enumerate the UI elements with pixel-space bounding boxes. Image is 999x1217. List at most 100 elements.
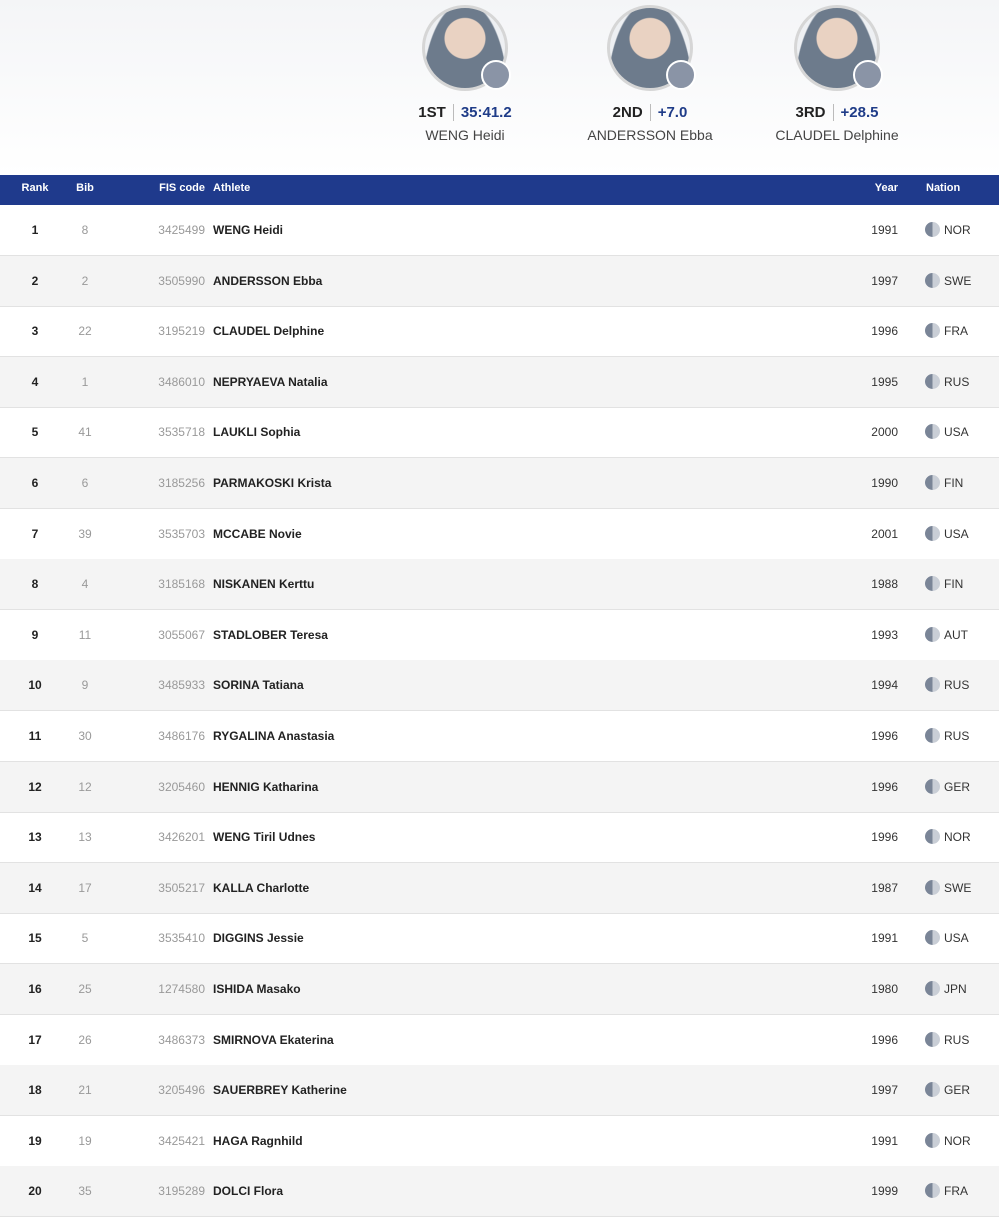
result-row[interactable]: 2 2 3505990 ANDERSSON Ebba 1997 SWE (0, 255, 999, 307)
nation-flag (925, 879, 940, 895)
podium: 1ST 35:41.2 WENG Heidi 2ND +7.0 ANDERSSON Ebb… (0, 0, 999, 175)
result-row[interactable]: 17 26 3486373 SMIRNOVA Ekaterina 1996 RUS (0, 1015, 999, 1066)
result-row[interactable]: 3 22 3195219 CLAUDEL Delphine 1996 FRA (0, 306, 999, 358)
result-row[interactable]: 9 11 3055067 STADLOBER Teresa 1993 AUT (0, 610, 999, 661)
fis-code: 3486010 (158, 374, 205, 389)
bib: 8 (81, 223, 89, 237)
result-row[interactable]: 15 5 3535410 DIGGINS Jessie 1991 USA (0, 913, 999, 965)
nation: NOR (944, 223, 971, 237)
nation: RUS (944, 729, 970, 743)
athlete[interactable]: NISKANEN Kerttu (213, 577, 315, 592)
result-row[interactable]: 10 9 3485933 SORINA Tatiana 1994 RUS (0, 660, 999, 712)
podium-athlete[interactable]: 2ND +7.0 ANDERSSON Ebba (550, 5, 750, 143)
result-row[interactable]: 14 17 3505217 KALLA Charlotte 1987 SWE (0, 862, 999, 914)
rank: 16 (28, 982, 42, 996)
bib: 4 (81, 577, 89, 592)
nation-flag (925, 1132, 940, 1148)
nation-flag (925, 373, 940, 389)
nation: SWE (944, 273, 972, 288)
rank: 11 (28, 729, 42, 743)
result-row[interactable]: 8 4 3185168 NISKANEN Kerttu 1988 FIN (0, 559, 999, 611)
athlete[interactable]: LAUKLI Sophia (213, 425, 301, 440)
nation-flag (925, 272, 940, 288)
nation: GER (944, 779, 971, 794)
nation: USA (944, 526, 969, 541)
athlete[interactable]: ISHIDA Masako (213, 982, 301, 996)
athlete[interactable]: HENNIG Katharina (213, 779, 319, 794)
result-row[interactable]: 13 13 3426201 WENG Tiril Udnes 1996 NOR (0, 812, 999, 864)
fis-code: 3185256 (158, 476, 205, 490)
year: 1991 (871, 223, 898, 237)
result-row[interactable]: 19 19 3425421 HAGA Ragnhild 1991 NOR (0, 1116, 999, 1167)
result-row[interactable]: 5 41 3535718 LAUKLI Sophia 2000 USA (0, 407, 999, 459)
result-row[interactable]: 12 12 3205460 HENNIG Katharina 1996 GER (0, 761, 999, 813)
year: 1996 (871, 729, 898, 743)
column-header[interactable]: Year (874, 182, 898, 194)
podium-time: 35:41.2 (460, 104, 512, 121)
year: 2001 (871, 526, 898, 541)
fis-code: 3205496 (158, 1083, 205, 1098)
athlete[interactable]: ANDERSSON Ebba (213, 273, 323, 288)
bib: 41 (78, 425, 92, 440)
column-header[interactable]: Athlete (213, 182, 251, 194)
nation: FRA (944, 324, 968, 339)
nation-flag (925, 1082, 940, 1098)
athlete[interactable]: WENG Heidi (213, 223, 284, 237)
athlete[interactable]: SORINA Tatiana (213, 678, 304, 693)
bib: 21 (78, 1083, 92, 1098)
athlete[interactable]: KALLA Charlotte (213, 880, 310, 895)
athlete[interactable]: SMIRNOVA Ekaterina (213, 1032, 334, 1047)
athlete[interactable]: CLAUDEL Delphine (213, 324, 325, 339)
nation-flag (925, 778, 940, 794)
column-header[interactable]: Rank (21, 182, 49, 194)
athlete-photo (794, 5, 883, 91)
bib: 9 (81, 678, 89, 693)
result-row[interactable]: 7 39 3535703 MCCABE Novie 2001 USA (0, 509, 999, 560)
result-row[interactable]: 20 35 3195289 DOLCI Flora 1999 FRA (0, 1166, 999, 1217)
athlete-photo (422, 5, 511, 91)
podium-result: 1ST 35:41.2 (365, 104, 565, 121)
podium-result: 3RD +28.5 (737, 104, 937, 121)
athlete[interactable]: NEPRYAEVA Natalia (213, 374, 328, 389)
year: 1996 (871, 1032, 898, 1047)
nation: NOR (944, 1133, 971, 1148)
athlete[interactable]: MCCABE Novie (213, 526, 302, 541)
rank: 17 (28, 1032, 42, 1047)
rank: 15 (28, 931, 42, 946)
rank: 8 (31, 577, 39, 592)
result-row[interactable]: 18 21 3205496 SAUERBREY Katherine 1997 GER (0, 1065, 999, 1117)
result-row[interactable]: 16 25 1274580 ISHIDA Masako 1980 JPN (0, 964, 999, 1015)
podium-name: CLAUDEL Delphine (775, 127, 899, 143)
nation-flag (925, 424, 940, 440)
rank: 19 (28, 1133, 42, 1148)
result-row[interactable]: 11 30 3486176 RYGALINA Anastasia 1996 RUS (0, 711, 999, 762)
fis-code: 3425421 (158, 1133, 205, 1148)
athlete[interactable]: WENG Tiril Udnes (213, 830, 316, 845)
nation-flag (925, 981, 940, 996)
column-header[interactable]: Bib (76, 182, 94, 194)
podium-athlete[interactable]: 3RD +28.5 CLAUDEL Delphine (737, 5, 937, 143)
fis-code: 3195219 (158, 324, 205, 339)
result-row[interactable]: 4 1 3486010 NEPRYAEVA Natalia 1995 RUS (0, 356, 999, 408)
result-row[interactable]: 1 8 3425499 WENG Heidi 1991 NOR (0, 205, 999, 256)
athlete[interactable]: SAUERBREY Katherine (213, 1083, 347, 1098)
podium-athlete[interactable]: 1ST 35:41.2 WENG Heidi (365, 5, 565, 143)
nation-flag (925, 728, 940, 743)
fis-code: 3055067 (158, 627, 205, 642)
bib: 22 (78, 324, 92, 339)
column-header[interactable]: FIS code (159, 182, 205, 194)
nation: SWE (944, 880, 972, 895)
column-header[interactable]: Nation (926, 182, 961, 194)
athlete[interactable]: STADLOBER Teresa (213, 627, 328, 642)
bib: 17 (78, 880, 92, 895)
nation-flag (925, 1183, 940, 1199)
nation: RUS (944, 678, 970, 693)
athlete[interactable]: DIGGINS Jessie (213, 931, 304, 946)
athlete[interactable]: PARMAKOSKI Krista (213, 476, 332, 490)
athlete[interactable]: DOLCI Flora (213, 1184, 284, 1199)
athlete[interactable]: HAGA Ragnhild (213, 1133, 303, 1148)
athlete[interactable]: RYGALINA Anastasia (213, 729, 335, 743)
nation: GER (944, 1083, 971, 1098)
bib: 35 (78, 1184, 92, 1199)
result-row[interactable]: 6 6 3185256 PARMAKOSKI Krista 1990 FIN (0, 458, 999, 509)
